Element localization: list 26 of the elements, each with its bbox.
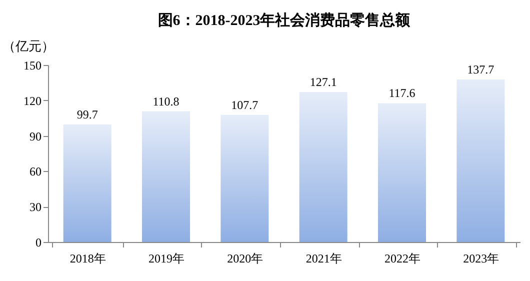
y-axis-title: （亿元） bbox=[2, 38, 54, 54]
x-tick-label: 2019年 bbox=[148, 252, 184, 266]
x-tick-label: 2022年 bbox=[384, 252, 420, 266]
bar bbox=[142, 111, 190, 242]
data-label: 127.1 bbox=[310, 75, 337, 90]
x-tick-label: 2018年 bbox=[70, 252, 106, 266]
chart-title: 图6：2018-2023年社会消费品零售总额 bbox=[158, 11, 412, 29]
data-label: 117.6 bbox=[388, 86, 416, 100]
data-label: 107.7 bbox=[231, 98, 258, 112]
x-tick-label: 2021年 bbox=[306, 252, 342, 266]
x-tick-label: 2020年 bbox=[227, 252, 264, 266]
bar bbox=[63, 124, 112, 242]
data-label: 110.8 bbox=[152, 94, 180, 108]
data-label: 137.7 bbox=[467, 62, 494, 77]
y-tick-label: 90 bbox=[30, 129, 42, 144]
y-tick-label: 60 bbox=[30, 164, 42, 179]
y-tick-label: 0 bbox=[36, 236, 42, 250]
y-tick-label: 120 bbox=[24, 94, 42, 108]
data-label: 99.7 bbox=[76, 107, 98, 122]
y-tick-label: 30 bbox=[30, 200, 42, 214]
bar bbox=[378, 103, 426, 242]
x-tick-label: 2023年 bbox=[463, 252, 500, 266]
y-tick-label: 150 bbox=[24, 58, 42, 72]
bar bbox=[456, 80, 505, 242]
bar bbox=[220, 114, 269, 242]
bar bbox=[299, 92, 348, 242]
